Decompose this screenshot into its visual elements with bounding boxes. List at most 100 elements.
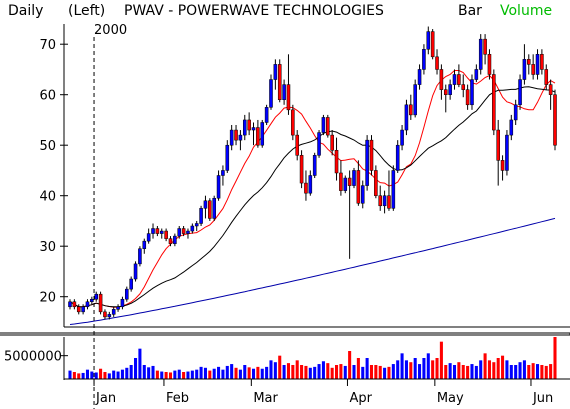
candle-body bbox=[142, 240, 147, 249]
candle-body bbox=[553, 94, 557, 146]
volume-bar bbox=[374, 365, 378, 379]
volume-bar bbox=[72, 372, 76, 379]
candle bbox=[120, 296, 125, 310]
volume-bar bbox=[221, 369, 225, 379]
candle-body bbox=[76, 306, 81, 313]
volume-bar bbox=[404, 360, 408, 379]
candle-body bbox=[85, 301, 90, 308]
candle bbox=[540, 49, 544, 75]
volume-bar bbox=[199, 366, 203, 379]
candle-body bbox=[212, 197, 216, 219]
candle-body bbox=[417, 69, 422, 85]
volume-bar bbox=[335, 365, 339, 379]
volume-bar bbox=[422, 358, 426, 379]
candle bbox=[103, 309, 107, 320]
volume-bar bbox=[317, 364, 321, 379]
candle-body bbox=[242, 119, 247, 136]
candle bbox=[164, 228, 168, 242]
volume-tick-label: 5000000 bbox=[4, 350, 62, 365]
candle-body bbox=[129, 278, 133, 290]
candle-body bbox=[299, 155, 304, 184]
volume-bar bbox=[300, 365, 304, 379]
candle bbox=[68, 299, 72, 310]
chart-title: PWAV - POWERWAVE TECHNOLOGIES bbox=[124, 3, 384, 19]
candle-body bbox=[452, 74, 457, 85]
candle-body bbox=[352, 170, 356, 186]
volume-bar bbox=[352, 365, 356, 379]
candle-body bbox=[125, 288, 129, 300]
candle-body bbox=[500, 160, 505, 171]
candle bbox=[133, 261, 138, 282]
volume-bar bbox=[295, 360, 299, 379]
candle-body bbox=[540, 54, 544, 70]
candle bbox=[527, 54, 531, 75]
candle bbox=[326, 114, 330, 138]
volume-bar bbox=[155, 370, 159, 379]
volume-bar bbox=[116, 371, 120, 379]
candle-body bbox=[190, 225, 195, 232]
volume-bar bbox=[265, 366, 269, 379]
volume-bar bbox=[409, 362, 413, 379]
candle-body bbox=[138, 248, 142, 265]
candle-body bbox=[422, 49, 426, 70]
candle-body bbox=[317, 132, 321, 156]
candle bbox=[116, 304, 120, 312]
candle-body bbox=[448, 84, 452, 95]
candle bbox=[186, 228, 190, 239]
candle bbox=[417, 64, 422, 90]
candle bbox=[548, 79, 553, 110]
candle bbox=[356, 160, 361, 206]
candle bbox=[151, 223, 155, 239]
candle-body bbox=[203, 200, 208, 209]
candle-body bbox=[225, 144, 230, 171]
volume-bar bbox=[134, 358, 138, 379]
candle bbox=[321, 114, 326, 136]
volume-axis: 5000000 bbox=[4, 350, 68, 365]
candle-body bbox=[544, 69, 549, 85]
candle-body bbox=[98, 293, 103, 313]
volume-bar bbox=[461, 365, 465, 379]
candle bbox=[81, 304, 85, 315]
candle bbox=[553, 89, 557, 151]
candle bbox=[251, 122, 256, 146]
volume-bar bbox=[212, 368, 216, 379]
candle bbox=[264, 104, 269, 125]
volume-bar bbox=[509, 365, 513, 379]
candle-body bbox=[483, 38, 487, 55]
period-label: Daily bbox=[8, 3, 43, 19]
volume-bar bbox=[474, 365, 478, 379]
candle-body bbox=[435, 56, 439, 70]
candle bbox=[391, 165, 396, 211]
volume-bar bbox=[431, 360, 435, 379]
candle bbox=[426, 26, 431, 55]
volume-bar bbox=[418, 364, 422, 379]
candle bbox=[308, 170, 313, 196]
candle-body bbox=[81, 306, 85, 313]
volume-bar bbox=[479, 360, 483, 379]
volume-bar bbox=[286, 363, 290, 379]
volume-bar bbox=[81, 372, 85, 379]
volume-bar bbox=[273, 362, 277, 379]
candle-body bbox=[173, 235, 177, 244]
volume-bar bbox=[553, 337, 557, 379]
candle bbox=[461, 74, 466, 98]
volume-bar bbox=[339, 364, 343, 379]
volume-bar bbox=[304, 365, 308, 379]
candle bbox=[522, 44, 527, 85]
candle-body bbox=[378, 195, 383, 207]
candle-body bbox=[430, 31, 435, 58]
candle bbox=[492, 69, 496, 136]
volume-bar bbox=[195, 369, 199, 379]
volume-bar bbox=[356, 358, 360, 379]
time-axis: Jan Feb Mar Apr May Jun bbox=[93, 379, 553, 406]
candle bbox=[387, 170, 391, 211]
candle bbox=[544, 64, 549, 90]
volume-bar bbox=[173, 370, 177, 379]
volume-bar bbox=[496, 358, 500, 379]
volume-bar bbox=[225, 365, 229, 379]
candle bbox=[304, 170, 308, 201]
candle-body bbox=[286, 84, 291, 111]
candle bbox=[181, 226, 186, 237]
candle-body bbox=[164, 230, 168, 239]
